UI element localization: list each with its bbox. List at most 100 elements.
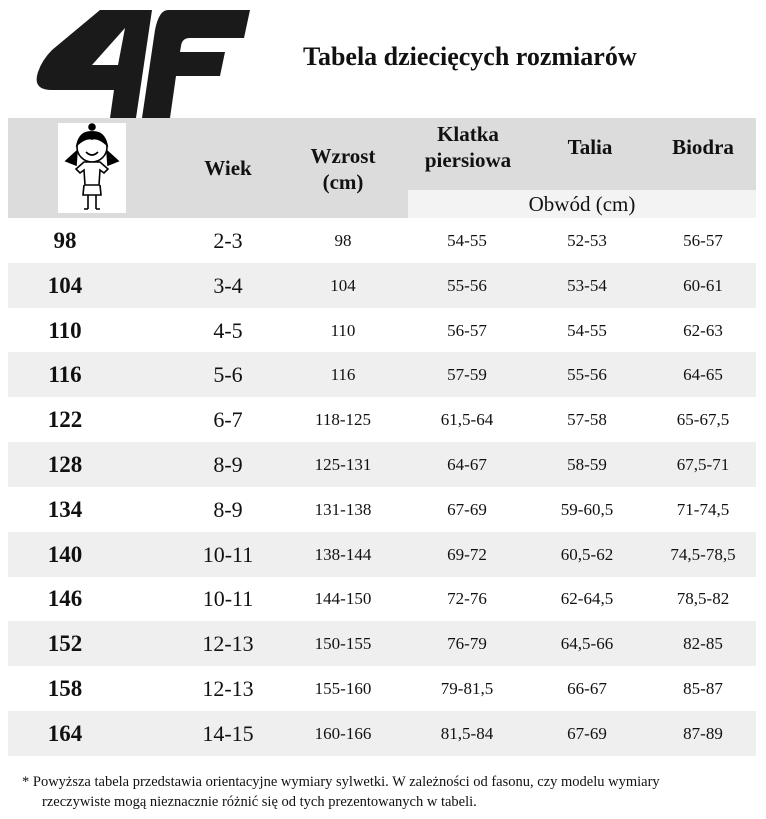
header-wzrost-line2: (cm): [322, 170, 364, 194]
table-row: 128 8-9 125-131 64-67 58-59 67,5-71: [8, 442, 756, 487]
footnote-line1: * Powyższa tabela przedstawia orientacyj…: [22, 774, 660, 790]
cell-age: 6-7: [213, 407, 243, 433]
table-row: 164 14-15 160-166 81,5-84 67-69 87-89: [8, 710, 756, 756]
cell-chest: 61,5-64: [440, 410, 494, 430]
cell-waist: 55-56: [567, 365, 607, 385]
cell-size: 116: [48, 362, 82, 388]
cell-waist: 66-67: [567, 679, 607, 698]
footnote: * Powyższa tabela przedstawia orientacyj…: [22, 772, 660, 812]
cell-size: 110: [48, 317, 82, 343]
table-row: 146 10-11 144-150 72-76 62-64,5 78,5-82: [8, 576, 756, 621]
header-wzrost: Wzrost (cm): [290, 143, 396, 195]
cell-height: 116: [330, 365, 356, 385]
cell-height: 125-131: [314, 455, 372, 474]
cell-age: 12-13: [202, 631, 254, 657]
table-row: 158 12-13 155-160 79-81,5 66-67 85-87: [8, 666, 756, 711]
cell-size: 164: [47, 720, 83, 746]
cell-chest: 79-81,5: [440, 679, 494, 698]
cell-hips: 65-67,5: [676, 410, 730, 430]
cell-size: 140: [47, 541, 83, 567]
cell-age: 2-3: [213, 228, 243, 253]
cell-hips: 85-87: [683, 679, 723, 698]
table-row: 116 5-6 116 57-59 55-56 64-65: [8, 352, 756, 398]
cell-age: 14-15: [202, 720, 254, 746]
cell-size: 134: [47, 496, 83, 522]
cell-waist: 52-53: [567, 231, 607, 250]
cell-size: 104: [47, 272, 83, 298]
cell-age: 8-9: [213, 496, 243, 522]
cell-waist: 67-69: [567, 723, 607, 743]
cell-chest: 76-79: [447, 634, 487, 654]
cell-chest: 55-56: [447, 275, 487, 295]
table-row: 110 4-5 110 56-57 54-55 62-63: [8, 308, 756, 353]
cell-hips: 87-89: [683, 723, 723, 743]
cell-hips: 67,5-71: [676, 455, 730, 474]
cell-waist: 53-54: [567, 275, 607, 295]
header-klatka-line2: piersiowa: [424, 148, 512, 172]
cell-hips: 78,5-82: [676, 589, 730, 609]
cell-height: 160-166: [314, 723, 372, 743]
cell-waist: 57-58: [567, 410, 607, 430]
cell-size: 146: [47, 586, 83, 612]
cell-height: 150-155: [314, 634, 372, 654]
cell-height: 118-125: [314, 410, 372, 430]
child-illustration: [58, 123, 126, 213]
cell-hips: 60-61: [683, 275, 723, 295]
cell-hips: 56-57: [683, 231, 723, 250]
cell-chest: 54-55: [447, 231, 487, 250]
cell-size: 98: [53, 228, 77, 253]
cell-chest: 56-57: [447, 320, 487, 340]
cell-hips: 62-63: [683, 320, 723, 340]
brand-logo: [36, 10, 250, 118]
cell-size: 158: [47, 676, 83, 701]
cell-age: 4-5: [213, 317, 243, 343]
header-obwod: Obwód (cm): [408, 190, 756, 218]
cell-hips: 71-74,5: [676, 499, 730, 519]
cell-waist: 64,5-66: [560, 634, 614, 654]
cell-height: 138-144: [314, 544, 372, 564]
table-row: 152 12-13 150-155 76-79 64,5-66 82-85: [8, 621, 756, 667]
cell-size: 152: [47, 631, 83, 657]
cell-chest: 67-69: [447, 499, 487, 519]
footnote-line2: rzeczywiste mogą nieznacznie różnić się …: [42, 794, 477, 810]
header-wiek: Wiek: [204, 156, 252, 180]
header-talia: Talia: [567, 135, 613, 159]
cell-age: 12-13: [202, 676, 254, 701]
cell-chest: 69-72: [447, 544, 487, 564]
table-row: 98 2-3 98 54-55 52-53 56-57: [8, 218, 756, 263]
cell-height: 98: [334, 231, 352, 250]
cell-chest: 64-67: [447, 455, 487, 474]
cell-hips: 64-65: [683, 365, 723, 385]
header-biodra: Biodra: [672, 135, 734, 159]
cell-waist: 59-60,5: [560, 499, 614, 519]
table-row: 140 10-11 138-144 69-72 60,5-62 74,5-78,5: [8, 531, 756, 577]
cell-size: 128: [47, 452, 83, 477]
cell-hips: 82-85: [683, 634, 723, 654]
cell-height: 110: [330, 320, 356, 340]
cell-chest: 57-59: [447, 365, 487, 385]
table-row: 122 6-7 118-125 61,5-64 57-58 65-67,5: [8, 397, 756, 442]
header-wzrost-line1: Wzrost: [310, 144, 376, 168]
cell-waist: 54-55: [567, 320, 607, 340]
table-row: 134 8-9 131-138 67-69 59-60,5 71-74,5: [8, 487, 756, 532]
cell-age: 10-11: [202, 541, 254, 567]
page-title: Tabela dziecięcych rozmiarów: [303, 42, 637, 71]
cell-height: 155-160: [314, 679, 372, 698]
cell-age: 8-9: [213, 452, 243, 477]
cell-height: 144-150: [314, 589, 372, 609]
cell-waist: 62-64,5: [560, 589, 614, 609]
cell-waist: 60,5-62: [560, 544, 614, 564]
cell-chest: 72-76: [447, 589, 487, 609]
cell-age: 3-4: [213, 272, 243, 298]
header-klatka: Klatka piersiowa: [405, 121, 531, 173]
cell-age: 10-11: [202, 586, 254, 612]
cell-size: 122: [47, 407, 83, 433]
cell-height: 104: [330, 275, 356, 295]
cell-hips: 74,5-78,5: [670, 544, 736, 564]
table-row: 104 3-4 104 55-56 53-54 60-61: [8, 262, 756, 308]
header-klatka-line1: Klatka: [437, 122, 499, 146]
cell-chest: 81,5-84: [440, 723, 494, 743]
cell-age: 5-6: [213, 362, 243, 388]
cell-waist: 58-59: [567, 455, 607, 474]
cell-height: 131-138: [314, 499, 372, 519]
